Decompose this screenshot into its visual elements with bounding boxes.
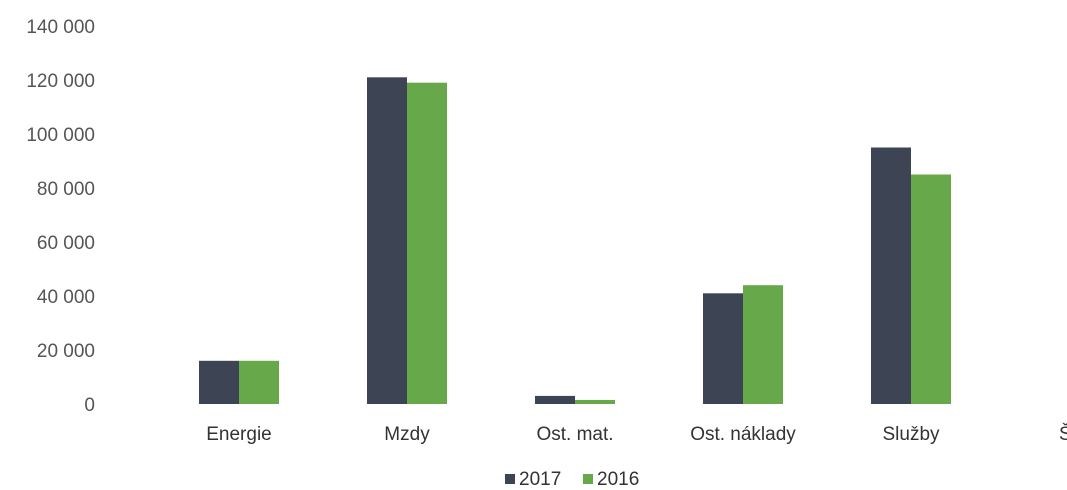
x-category-label: Energie	[206, 424, 272, 445]
legend-swatch-2017	[505, 474, 515, 484]
x-category-label: Služby	[882, 424, 940, 445]
y-tick-label: 140 000	[26, 17, 95, 38]
x-category-label: Mzdy	[384, 424, 430, 445]
x-category-label: Ost. náklady	[690, 424, 796, 445]
bar-2016-4	[743, 285, 783, 404]
y-tick-label: 80 000	[37, 179, 95, 200]
y-tick-label: 120 000	[26, 71, 95, 92]
bar-2016-1	[239, 360, 279, 404]
y-axis: 140 000 120 000 100 000 80 000 60 000 40 000 2…	[26, 17, 95, 416]
x-category-label: Ost. mat.	[536, 424, 613, 445]
bar-2016-5	[911, 174, 951, 404]
y-tick-label: 40 000	[37, 287, 95, 308]
y-tick-label: 60 000	[37, 233, 95, 254]
bar-2016-2	[407, 82, 447, 404]
bar-2017-1	[199, 360, 239, 404]
x-axis: Energie Mzdy Ost. mat. Ost. náklady Služby ŠZ…	[206, 423, 1067, 445]
bar-2017-5	[871, 147, 911, 404]
x-category-label: ŠZM	[1059, 423, 1067, 445]
legend: 2017 2016	[505, 469, 639, 490]
legend-swatch-2016	[583, 474, 593, 484]
bar-2017-2	[367, 77, 407, 405]
legend-label-2017: 2017	[519, 469, 561, 490]
legend-label-2016: 2016	[597, 469, 639, 490]
bar-2016-3	[575, 399, 615, 404]
y-tick-label: 100 000	[26, 125, 95, 146]
bar-2017-4	[703, 293, 743, 404]
bar-2017-3	[535, 395, 575, 404]
y-tick-label: 20 000	[37, 341, 95, 362]
bars	[199, 77, 951, 405]
y-tick-label: 0	[84, 395, 95, 416]
